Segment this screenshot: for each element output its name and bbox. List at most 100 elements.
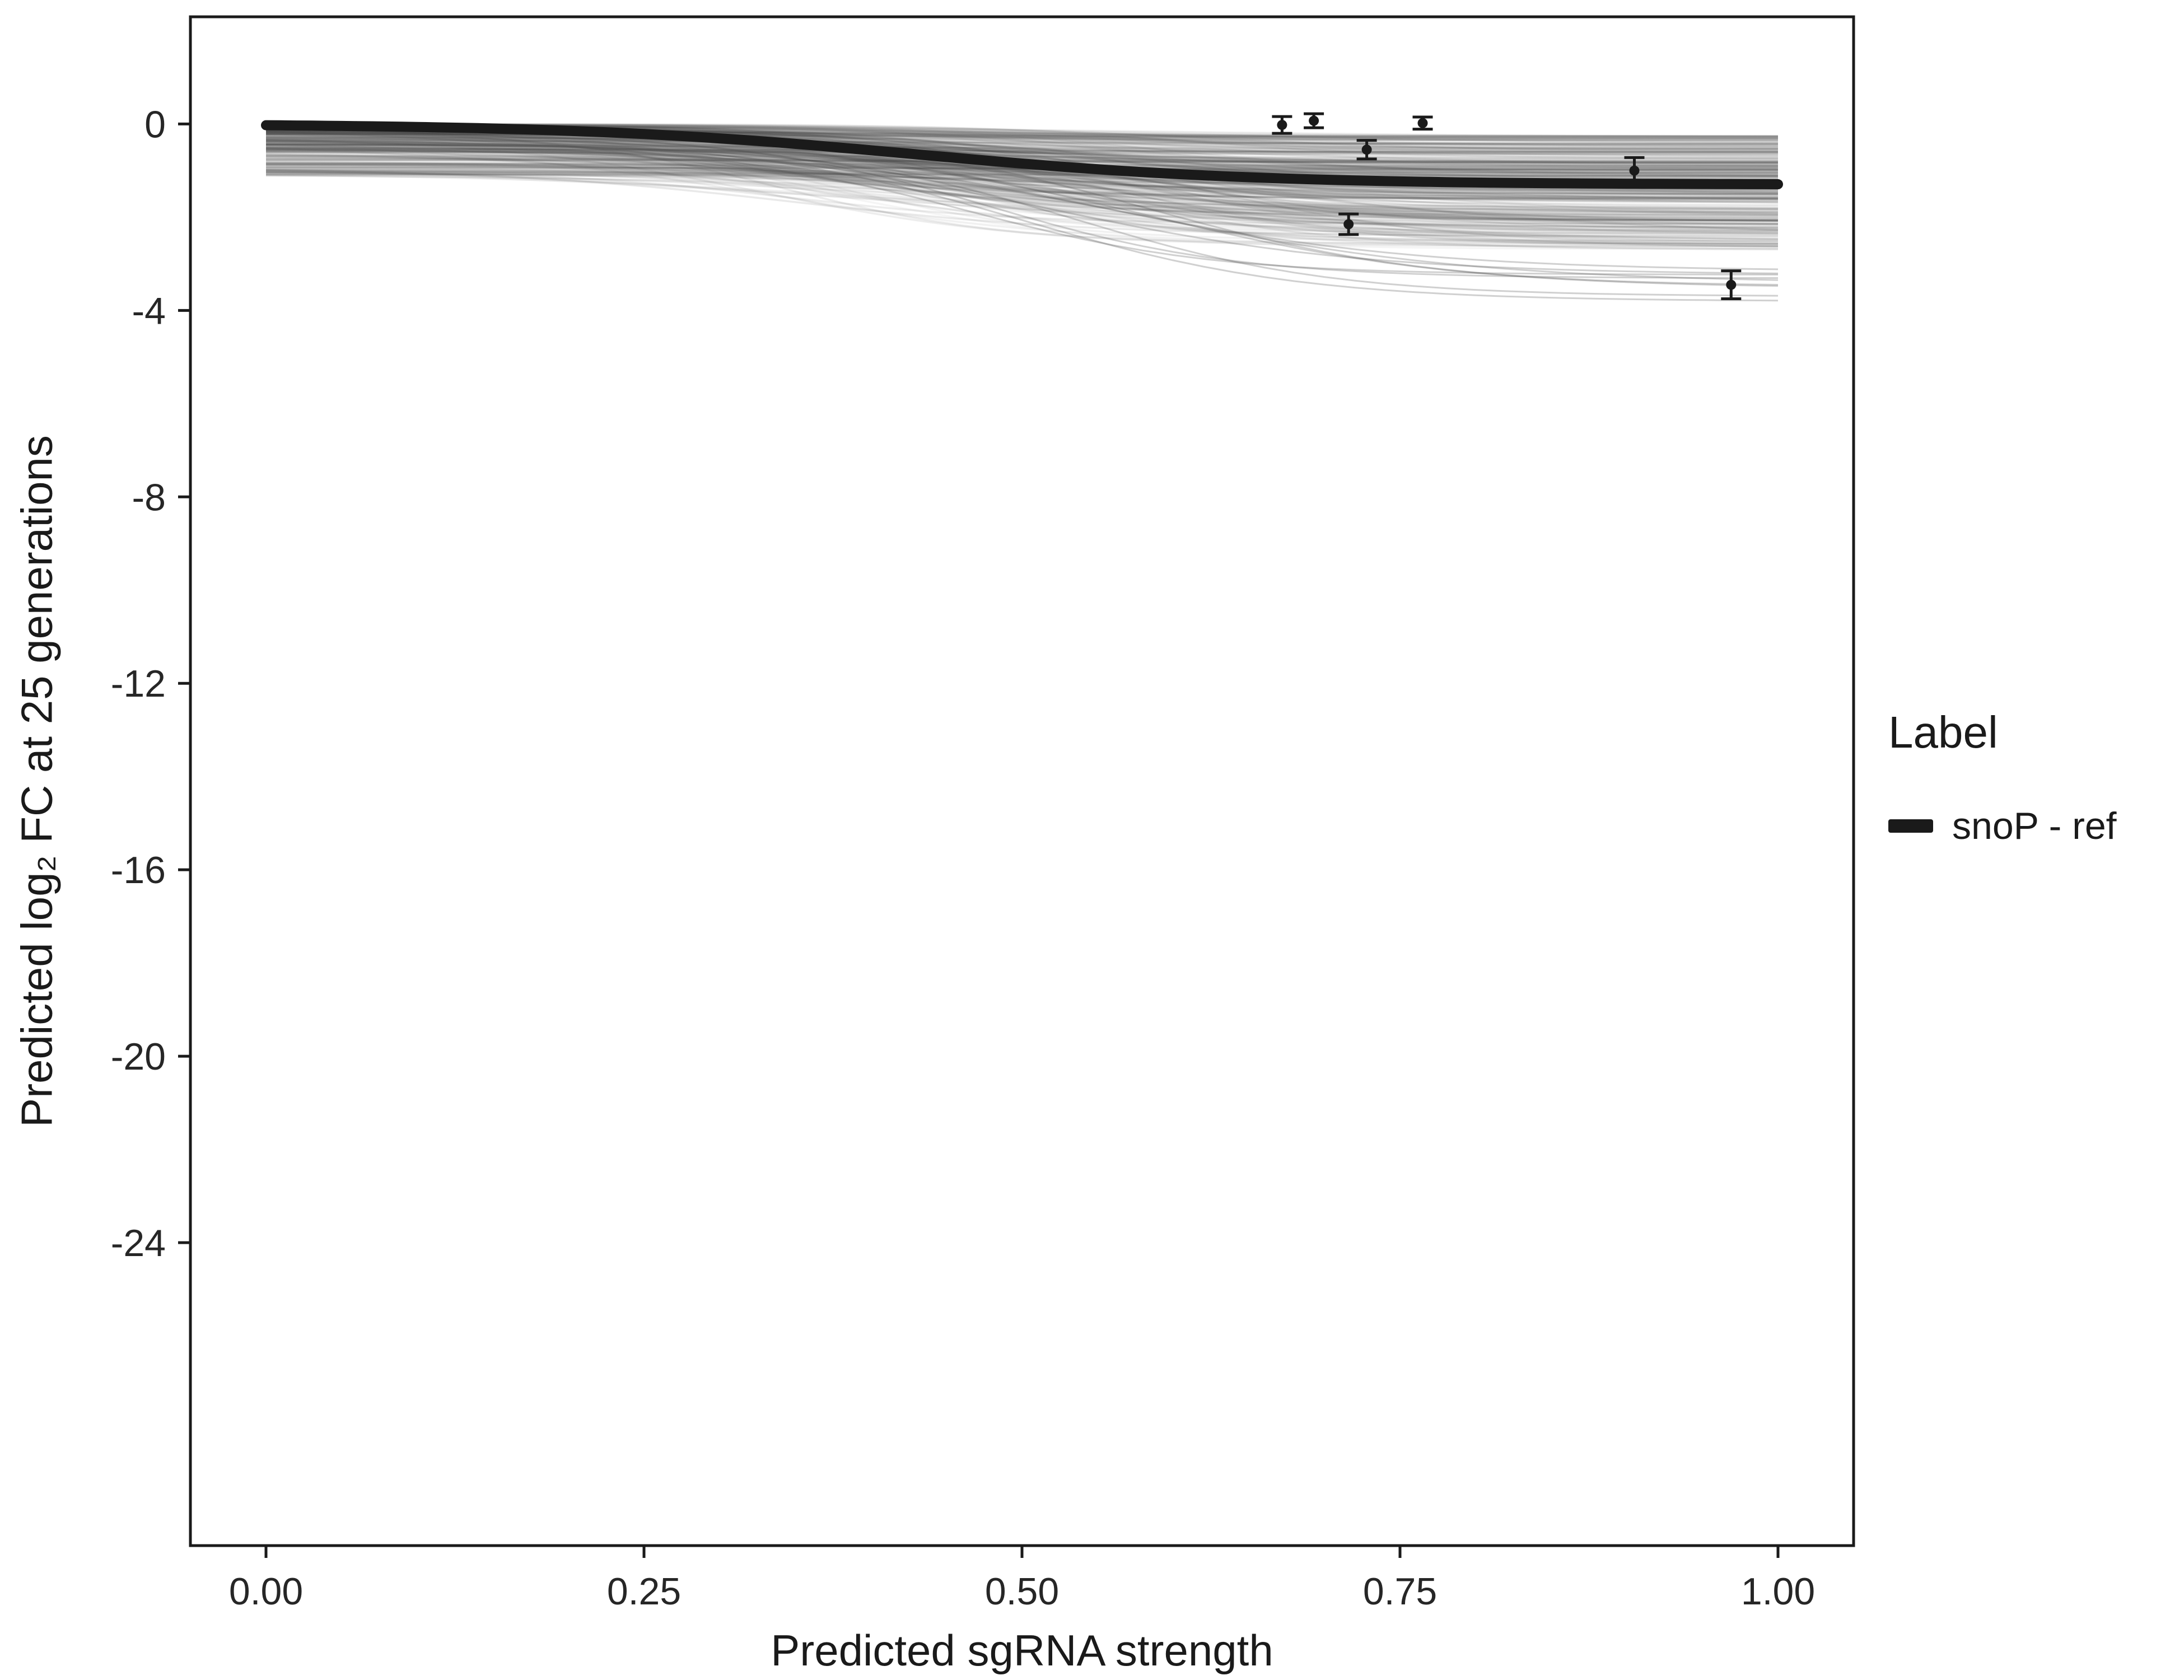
- posterior-draw-curve: [265, 136, 1779, 232]
- posterior-draw-curve: [265, 132, 1778, 148]
- posterior-draw-curve: [265, 174, 1779, 222]
- posterior-draw-curve: [265, 141, 1778, 154]
- posterior-draw-curve: [265, 131, 1778, 242]
- posterior-draw-curve: [265, 140, 1778, 216]
- posterior-draw-curve: [266, 143, 1778, 148]
- legend-key-line: [1888, 819, 1933, 833]
- posterior-draw-curve: [265, 143, 1779, 214]
- posterior-draw-curve-outlier: [265, 141, 1779, 270]
- posterior-draw-curve: [265, 132, 1779, 171]
- posterior-draw-curve: [265, 147, 1779, 213]
- ensemble-curves: [265, 123, 1779, 302]
- posterior-draw-curve: [265, 155, 1779, 204]
- posterior-draw-curve: [266, 142, 1779, 164]
- posterior-draw-curve: [266, 133, 1778, 138]
- posterior-draw-curve: [265, 132, 1779, 200]
- posterior-draw-curve: [266, 140, 1779, 144]
- posterior-draw-curve: [265, 132, 1779, 227]
- posterior-draw-curve: [265, 150, 1779, 209]
- posterior-draw-curve: [265, 151, 1778, 211]
- posterior-draw-curve: [265, 131, 1778, 194]
- posterior-draw-curve: [265, 169, 1779, 250]
- data-points: [1272, 112, 1742, 301]
- posterior-draw-curve: [265, 147, 1779, 240]
- posterior-draw-curve: [266, 145, 1778, 152]
- posterior-draw-curve: [265, 151, 1778, 198]
- posterior-draw-curve: [265, 171, 1779, 211]
- posterior-draw-curve: [266, 173, 1778, 178]
- posterior-draw-curve: [266, 133, 1778, 149]
- posterior-draw-curve: [266, 166, 1778, 171]
- posterior-draw-curve: [265, 144, 1779, 229]
- posterior-draw-curve: [265, 131, 1779, 193]
- posterior-draw-curve: [265, 144, 1778, 221]
- posterior-draw-curve: [265, 150, 1779, 214]
- posterior-draw-curve: [265, 129, 1779, 245]
- posterior-draw-curve: [265, 134, 1779, 160]
- posterior-draw-curve: [265, 133, 1779, 215]
- posterior-draw-curve: [265, 139, 1778, 250]
- posterior-draw-curve: [265, 157, 1779, 199]
- y-tick-label: -24: [111, 1222, 166, 1264]
- posterior-draw-curve: [266, 148, 1778, 153]
- x-tick-label: 0.50: [985, 1570, 1059, 1613]
- posterior-draw-curve: [265, 147, 1779, 209]
- posterior-draw-curve: [265, 143, 1778, 202]
- legend-entry: snoP - ref: [1888, 804, 2117, 848]
- posterior-draw-curve: [265, 155, 1778, 178]
- posterior-draw-curve: [265, 169, 1779, 199]
- y-tick-label: -16: [111, 849, 166, 892]
- posterior-draw-curve: [266, 146, 1778, 153]
- posterior-draw-curve: [266, 137, 1778, 158]
- posterior-draw-curve: [265, 150, 1778, 192]
- posterior-draw-curve: [265, 163, 1778, 245]
- posterior-draw-curve: [265, 153, 1779, 221]
- posterior-draw-curve: [265, 139, 1779, 244]
- posterior-draw-curve: [265, 174, 1779, 226]
- data-point: [1309, 115, 1319, 126]
- posterior-draw-curve: [266, 149, 1778, 153]
- posterior-draw-curve: [265, 144, 1779, 222]
- posterior-draw-curve: [265, 130, 1778, 245]
- posterior-draw-curve: [265, 155, 1779, 216]
- posterior-draw-curve: [265, 133, 1779, 217]
- posterior-draw-curve: [265, 134, 1779, 216]
- posterior-draw-curve: [265, 138, 1779, 235]
- x-tick-label: 1.00: [1741, 1570, 1815, 1613]
- y-tick-label: 0: [144, 103, 166, 146]
- y-tick-label: -20: [111, 1035, 166, 1078]
- posterior-draw-curve: [265, 124, 1778, 222]
- posterior-draw-curve: [265, 137, 1779, 219]
- posterior-draw-curve: [265, 154, 1779, 200]
- posterior-draw-curve: [265, 139, 1779, 231]
- posterior-draw-curve: [266, 151, 1778, 156]
- posterior-draw-curve: [265, 143, 1778, 199]
- posterior-draw-curve: [265, 163, 1779, 206]
- posterior-draw-curve: [265, 136, 1779, 225]
- posterior-draw-curve: [265, 149, 1778, 217]
- posterior-draw-curve: [265, 129, 1779, 201]
- data-point: [1277, 120, 1287, 130]
- x-tick-label: 0.25: [607, 1570, 681, 1613]
- posterior-draw-curve: [265, 141, 1778, 166]
- posterior-draw-curve: [265, 169, 1779, 229]
- main-fit-curve: [261, 120, 1783, 189]
- posterior-draw-curve: [265, 146, 1779, 242]
- posterior-draw-curve-outlier: [265, 149, 1779, 276]
- posterior-draw-curve: [266, 136, 1778, 141]
- posterior-draw-curve: [266, 171, 1778, 176]
- posterior-draw-curve: [265, 146, 1779, 167]
- posterior-draw-curve: [265, 136, 1778, 153]
- posterior-draw-curve: [266, 171, 1779, 193]
- posterior-draw-curve: [265, 150, 1778, 155]
- legend: Label snoP - ref: [1888, 707, 2117, 848]
- posterior-draw-curve: [266, 136, 1778, 146]
- posterior-draw-curve: [265, 165, 1779, 195]
- y-tick-label: -12: [111, 662, 166, 705]
- posterior-draw-curve: [265, 162, 1779, 175]
- posterior-draw-curve: [266, 164, 1778, 178]
- data-point: [1343, 219, 1354, 230]
- posterior-draw-curve: [265, 169, 1779, 236]
- posterior-draw-curve: [265, 143, 1778, 155]
- posterior-draw-curve: [265, 138, 1778, 248]
